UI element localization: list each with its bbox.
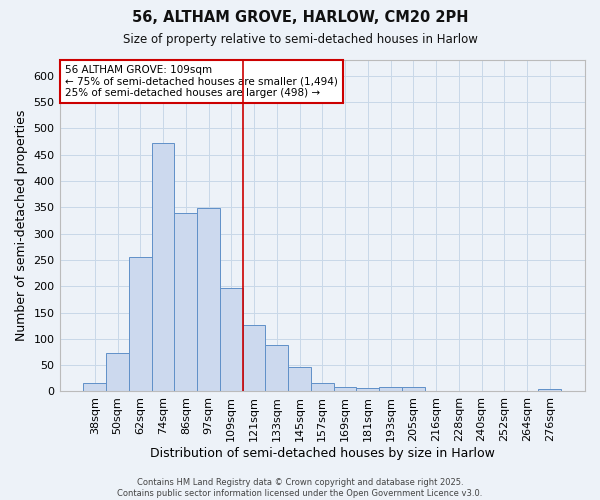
Bar — [220, 288, 242, 392]
Bar — [197, 208, 220, 392]
Text: 56, ALTHAM GROVE, HARLOW, CM20 2PH: 56, ALTHAM GROVE, HARLOW, CM20 2PH — [132, 10, 468, 25]
Bar — [106, 353, 129, 392]
Bar — [448, 391, 470, 392]
Bar — [288, 368, 311, 392]
Bar — [83, 382, 106, 392]
Bar — [425, 391, 448, 392]
Bar — [152, 142, 175, 392]
Y-axis label: Number of semi-detached properties: Number of semi-detached properties — [15, 110, 28, 342]
Bar — [493, 391, 515, 392]
Bar — [334, 386, 356, 392]
Bar — [265, 345, 288, 392]
Text: Contains HM Land Registry data © Crown copyright and database right 2025.
Contai: Contains HM Land Registry data © Crown c… — [118, 478, 482, 498]
Bar — [175, 212, 197, 392]
Text: 56 ALTHAM GROVE: 109sqm
← 75% of semi-detached houses are smaller (1,494)
25% of: 56 ALTHAM GROVE: 109sqm ← 75% of semi-de… — [65, 65, 338, 98]
Bar — [379, 387, 402, 392]
X-axis label: Distribution of semi-detached houses by size in Harlow: Distribution of semi-detached houses by … — [150, 447, 495, 460]
Bar — [129, 258, 152, 392]
Bar — [402, 386, 425, 392]
Text: Size of property relative to semi-detached houses in Harlow: Size of property relative to semi-detach… — [122, 32, 478, 46]
Bar — [538, 389, 561, 392]
Bar — [311, 382, 334, 392]
Bar — [242, 325, 265, 392]
Bar — [356, 388, 379, 392]
